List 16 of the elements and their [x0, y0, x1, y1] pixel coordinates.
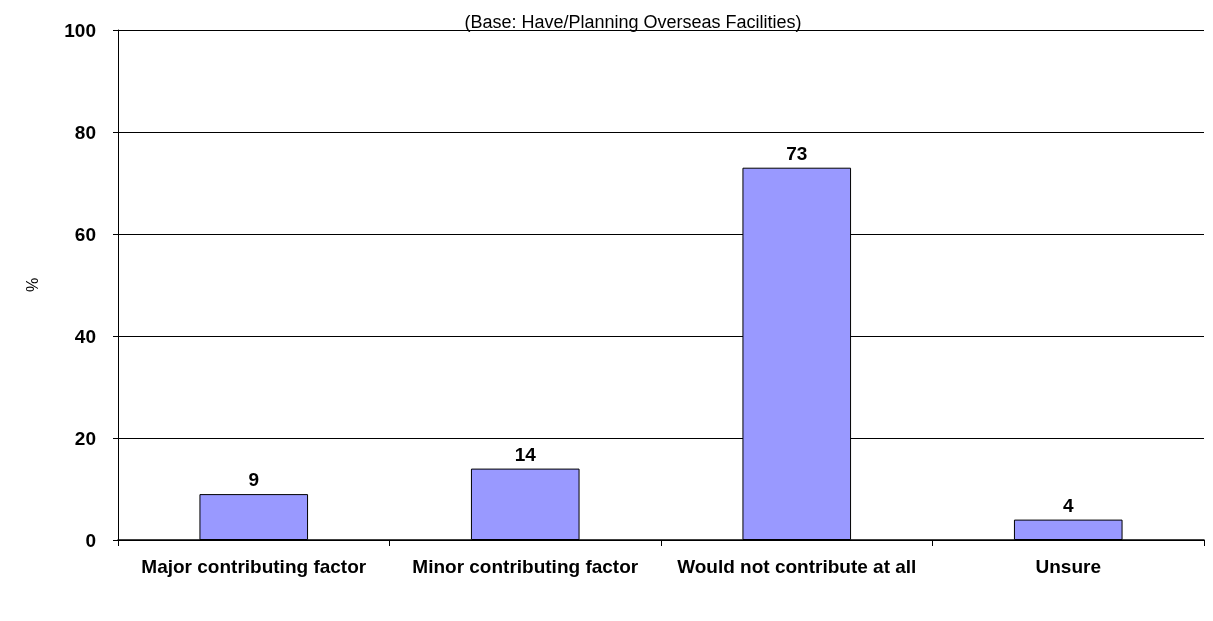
data-label: 14: [514, 443, 537, 465]
x-tick-label: Minor contributing factor: [412, 555, 639, 577]
data-label: 73: [786, 142, 808, 164]
y-tick-label: 40: [74, 325, 96, 347]
data-label: 9: [248, 469, 260, 491]
y-axis-title: %: [23, 277, 41, 293]
chart-subtitle: (Base: Have/Planning Overseas Facilities): [464, 12, 802, 32]
x-tick-label: Major contributing factor: [141, 555, 367, 577]
y-tick-label: 20: [74, 427, 96, 449]
y-tick-label: 100: [64, 19, 96, 41]
x-tick-label: Unsure: [1035, 555, 1101, 577]
y-tick-label: 60: [74, 223, 96, 245]
y-tick-label: 80: [74, 121, 96, 143]
x-tick-label: Would not contribute at all: [677, 555, 917, 577]
data-label: 4: [1062, 494, 1074, 516]
y-tick-label: 0: [85, 529, 96, 551]
